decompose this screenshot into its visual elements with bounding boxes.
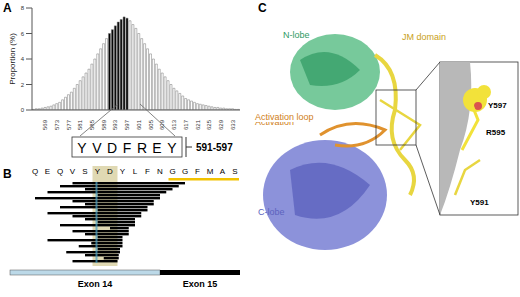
svg-text:L: L bbox=[133, 167, 138, 176]
svg-text:F: F bbox=[195, 167, 200, 176]
svg-text:0: 0 bbox=[21, 107, 25, 113]
svg-text:585: 585 bbox=[89, 119, 95, 130]
svg-text:JM domain: JM domain bbox=[402, 32, 446, 42]
svg-text:573: 573 bbox=[54, 119, 60, 130]
svg-text:D: D bbox=[107, 140, 117, 156]
svg-text:E: E bbox=[152, 140, 161, 156]
svg-text:2: 2 bbox=[21, 82, 25, 88]
svg-text:S: S bbox=[232, 167, 237, 176]
svg-text:N: N bbox=[157, 167, 163, 176]
svg-text:C: C bbox=[258, 1, 267, 15]
svg-text:Y: Y bbox=[167, 140, 177, 156]
svg-text:629: 629 bbox=[218, 119, 224, 130]
svg-text:F: F bbox=[145, 167, 150, 176]
svg-text:Y: Y bbox=[95, 167, 101, 176]
svg-text:4: 4 bbox=[21, 56, 25, 62]
svg-text:G: G bbox=[182, 167, 188, 176]
svg-text:6: 6 bbox=[21, 31, 25, 37]
svg-text:F: F bbox=[123, 140, 132, 156]
svg-text:S: S bbox=[82, 167, 87, 176]
svg-text:625: 625 bbox=[206, 119, 212, 130]
svg-text:Y: Y bbox=[120, 167, 126, 176]
svg-text:613: 613 bbox=[171, 119, 177, 130]
svg-text:589: 589 bbox=[101, 119, 107, 130]
svg-text:Proportion (%): Proportion (%) bbox=[8, 33, 17, 85]
svg-text:M: M bbox=[207, 167, 214, 176]
svg-text:569: 569 bbox=[42, 119, 48, 130]
svg-text:Exon 15: Exon 15 bbox=[183, 279, 218, 289]
svg-text:Y597: Y597 bbox=[488, 101, 507, 110]
svg-text:593: 593 bbox=[112, 119, 118, 130]
svg-text:Q: Q bbox=[32, 167, 38, 176]
svg-text:N-lobe: N-lobe bbox=[283, 30, 310, 40]
svg-text:R: R bbox=[137, 140, 147, 156]
svg-text:R595: R595 bbox=[486, 128, 506, 137]
svg-text:E: E bbox=[45, 167, 50, 176]
svg-text:605: 605 bbox=[148, 119, 154, 130]
svg-text:Q: Q bbox=[57, 167, 63, 176]
svg-text:617: 617 bbox=[183, 119, 189, 130]
svg-text:597: 597 bbox=[124, 119, 130, 130]
svg-text:A: A bbox=[3, 1, 12, 15]
svg-text:Y591: Y591 bbox=[470, 198, 489, 207]
svg-text:591-597: 591-597 bbox=[196, 142, 233, 153]
svg-text:B: B bbox=[3, 167, 12, 181]
svg-text:581: 581 bbox=[77, 119, 83, 130]
svg-text:601: 601 bbox=[136, 119, 142, 130]
svg-text:Y: Y bbox=[77, 140, 87, 156]
svg-text:V: V bbox=[70, 167, 76, 176]
svg-text:D: D bbox=[107, 167, 113, 176]
svg-text:621: 621 bbox=[195, 119, 201, 130]
svg-text:C-lobe: C-lobe bbox=[258, 207, 285, 217]
svg-text:8: 8 bbox=[21, 5, 25, 11]
svg-text:633: 633 bbox=[230, 119, 236, 130]
svg-text:Exon 14: Exon 14 bbox=[78, 279, 113, 289]
svg-text:A: A bbox=[220, 167, 226, 176]
svg-text:V: V bbox=[92, 140, 102, 156]
svg-text:577: 577 bbox=[66, 119, 72, 130]
svg-text:G: G bbox=[169, 167, 175, 176]
